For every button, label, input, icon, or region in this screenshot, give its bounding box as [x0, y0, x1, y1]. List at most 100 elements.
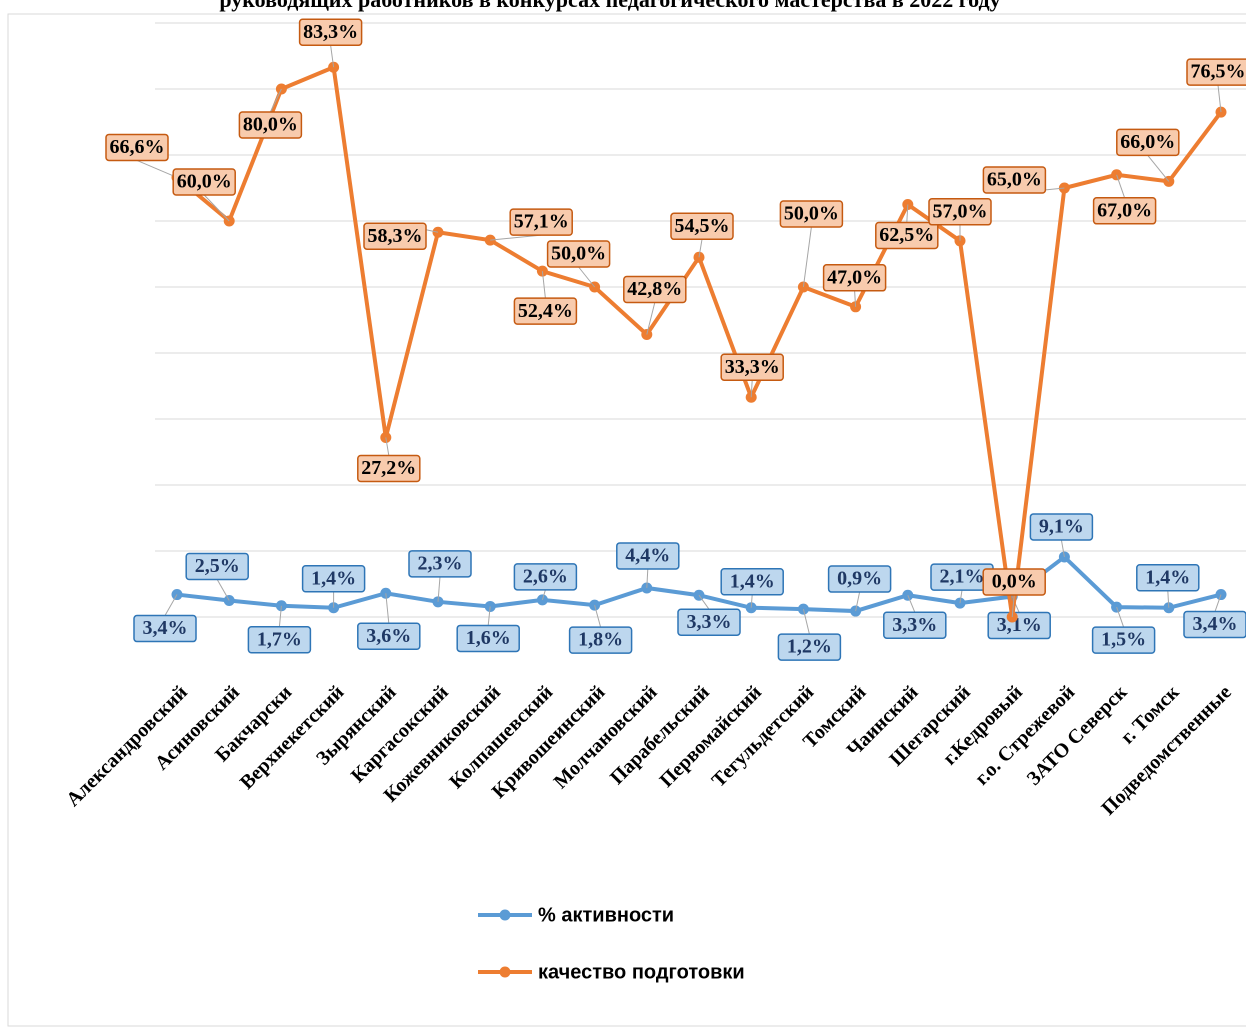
leader-line [1011, 594, 1015, 618]
chart-title: руководящих работников в конкурсах педаг… [219, 0, 1000, 12]
data-label: 76,5% [1191, 61, 1246, 83]
data-label: 1,4% [311, 567, 356, 589]
data-label: 9,1% [1039, 516, 1084, 538]
data-label: 42,8% [627, 278, 682, 300]
data-label: 57,0% [933, 200, 988, 222]
data-label-box [883, 611, 947, 639]
data-label-box [301, 565, 366, 593]
data-label: 3,3% [687, 611, 732, 633]
data-label: 2,6% [523, 565, 568, 587]
data-label-box [185, 552, 249, 581]
data-label: 67,0% [1097, 199, 1152, 221]
data-label-box [509, 208, 573, 236]
leader-line [437, 576, 441, 602]
leader-line [907, 595, 916, 613]
leader-line [216, 579, 230, 601]
leader-line [646, 302, 656, 335]
data-label: 0,0% [992, 571, 1037, 593]
leader-line [802, 226, 812, 288]
leader-line [1167, 590, 1170, 608]
data-label-box [982, 166, 1047, 194]
leader-line [1147, 155, 1170, 182]
data-label: 0,9% [837, 568, 882, 590]
data-label-box [408, 550, 472, 578]
data-label-box [1183, 610, 1246, 639]
data-label-box [363, 222, 427, 250]
legend-marker [499, 966, 511, 978]
data-label-box [928, 198, 992, 226]
leader-line [203, 194, 230, 222]
data-label-box [513, 297, 578, 325]
data-label-box [456, 624, 520, 653]
data-label: 52,4% [518, 300, 573, 322]
data-label-box [677, 608, 741, 636]
data-label-box [133, 614, 197, 643]
leader-line [750, 380, 753, 398]
data-label-box [1092, 197, 1157, 225]
data-label: 50,0% [784, 203, 839, 225]
legend-label: качество подготовки [538, 961, 745, 983]
leader-line [646, 568, 649, 588]
leader-line [385, 593, 390, 624]
data-label: 2,5% [195, 555, 240, 577]
data-label: 65,0% [987, 169, 1042, 191]
leader-line [855, 591, 861, 612]
leader-line [959, 590, 963, 604]
leader-line [578, 266, 595, 288]
leader-line [278, 605, 282, 627]
data-label-box [822, 264, 887, 292]
leader-line [269, 88, 282, 113]
leader-line [906, 204, 909, 223]
data-label-box [357, 622, 421, 650]
leader-line [1060, 539, 1065, 558]
leader-line [1214, 594, 1222, 612]
data-label-box [238, 111, 303, 139]
data-label-box [357, 454, 421, 483]
leader-line [594, 604, 602, 628]
data-label: 3,3% [892, 614, 937, 636]
data-label-box [720, 568, 784, 596]
data-label: 2,1% [940, 566, 985, 588]
data-label: 3,4% [1193, 613, 1238, 635]
leader-line [136, 159, 178, 178]
data-label-box [568, 626, 633, 654]
data-label-box [105, 133, 169, 162]
data-label: 1,7% [257, 628, 302, 650]
leader-line [541, 271, 546, 299]
data-label-box [987, 611, 1051, 640]
leader-line [854, 290, 857, 307]
leader-line [1116, 174, 1126, 198]
data-label-box [513, 563, 578, 591]
data-label: 1,6% [466, 627, 511, 649]
data-label: 1,4% [730, 570, 775, 592]
leader-line [1217, 85, 1222, 113]
data-label: 83,3% [303, 21, 358, 43]
data-label: 1,2% [787, 636, 832, 658]
data-label-box [1186, 58, 1246, 86]
data-label: 3,1% [997, 614, 1042, 636]
data-label-box [616, 542, 680, 570]
data-label: 54,5% [675, 215, 730, 237]
data-label: 3,4% [143, 617, 188, 639]
data-label-box [546, 240, 611, 268]
data-label: 66,6% [110, 136, 165, 158]
leader-line [1116, 606, 1125, 628]
data-label-box [1091, 626, 1156, 654]
leader-line [698, 239, 703, 258]
leader-line [164, 594, 178, 616]
leader-line [802, 608, 810, 635]
data-label: 60,0% [177, 171, 232, 193]
data-label-box [1116, 128, 1180, 157]
data-label-box [1029, 513, 1094, 541]
data-label-box [247, 626, 312, 654]
data-label: 33,3% [725, 356, 780, 378]
leader-line [750, 594, 753, 608]
data-label: 1,4% [1145, 566, 1190, 588]
data-label-box [298, 18, 363, 46]
data-label-box [827, 565, 892, 593]
data-label: 2,3% [418, 552, 463, 574]
data-label-box [1136, 564, 1200, 592]
data-label-box [623, 275, 687, 304]
data-label: 66,0% [1120, 131, 1175, 153]
data-label-box [720, 353, 784, 381]
